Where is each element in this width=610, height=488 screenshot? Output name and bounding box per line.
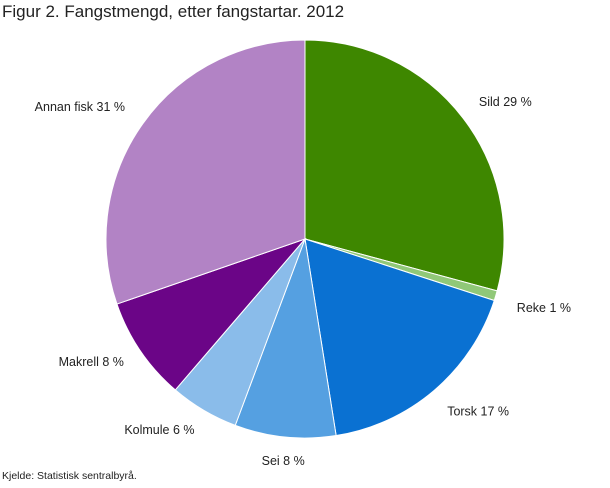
pie-label-2: Reke 1 % (517, 301, 571, 315)
pie-slice-1 (304, 39, 505, 292)
pie-label-3: Torsk 17 % (447, 405, 509, 419)
pie-label-5: Kolmule 6 % (124, 423, 194, 437)
pie-labels: Sild 29 % Reke 1 % Torsk 17 % Sei 8 % Kolmul… (35, 95, 571, 468)
pie-label-6: Makrell 8 % (59, 355, 124, 369)
pie-slice-6 (116, 237, 307, 391)
pie-label-7: Annan fisk 31 % (35, 100, 125, 114)
pie-slice-3 (304, 238, 495, 437)
pie-label-1: Sild 29 % (479, 95, 532, 109)
pie-slices (105, 39, 505, 439)
pie-label-4: Sei 8 % (262, 454, 305, 468)
source-note: Kjelde: Statistisk sentralbyrå. (2, 470, 137, 482)
pie-slice-4 (234, 237, 337, 439)
pie-slice-7 (105, 39, 306, 305)
chart-title: Figur 2. Fangstmengd, etter fangstartar.… (2, 2, 345, 21)
